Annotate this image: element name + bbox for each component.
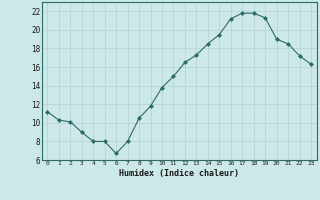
X-axis label: Humidex (Indice chaleur): Humidex (Indice chaleur) — [119, 169, 239, 178]
